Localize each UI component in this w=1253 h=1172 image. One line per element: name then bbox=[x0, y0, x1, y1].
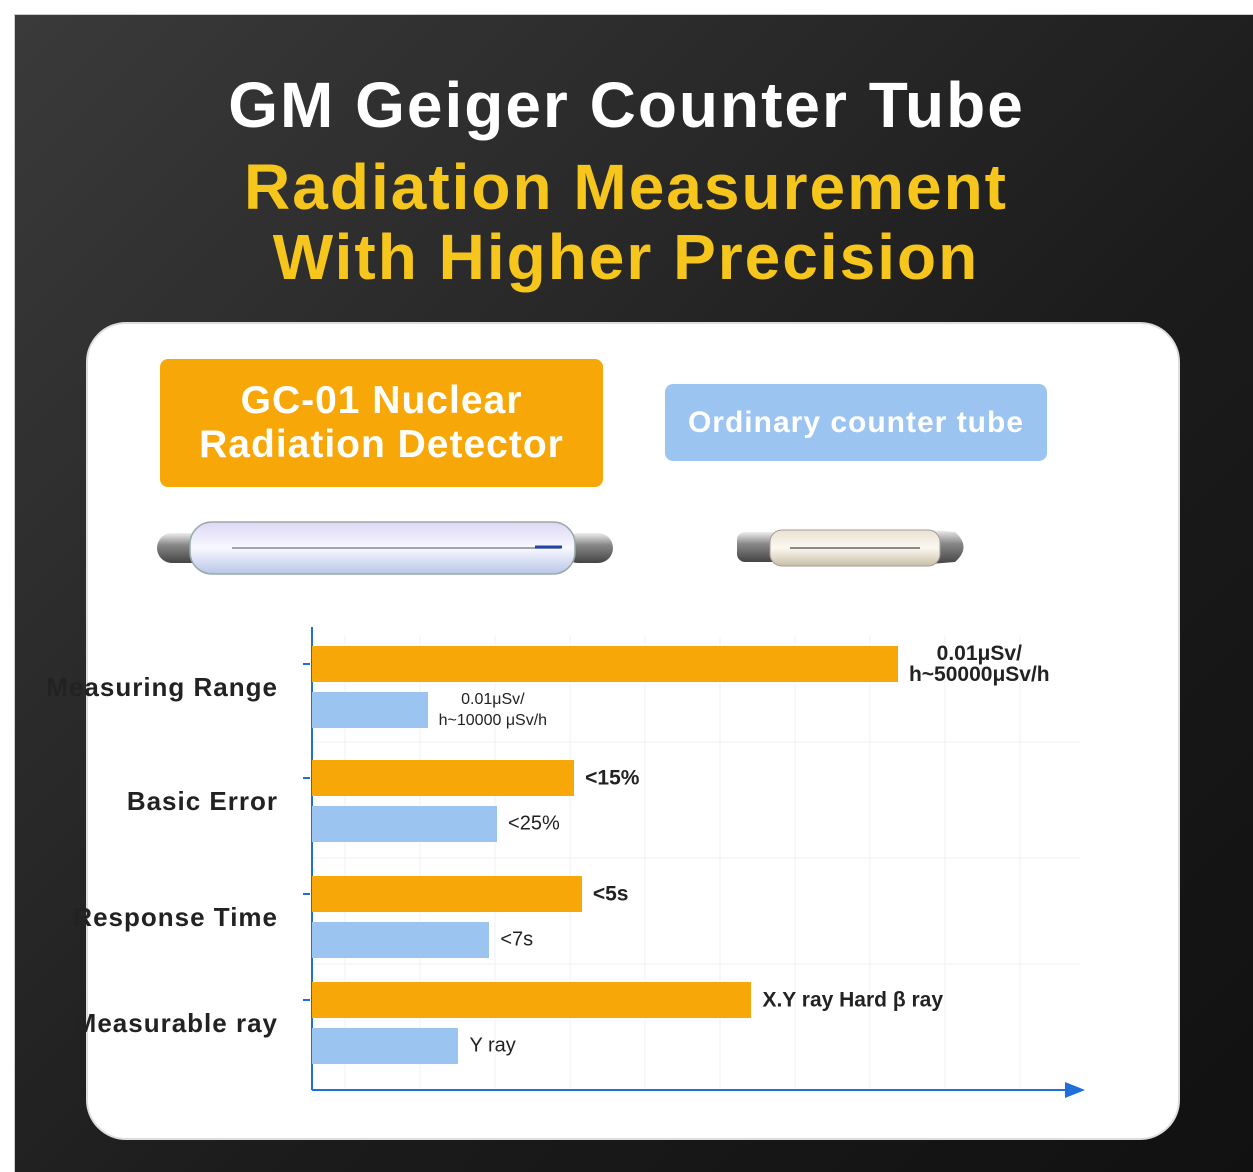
bar bbox=[312, 646, 898, 682]
bar bbox=[312, 1028, 458, 1064]
value-label: Y ray bbox=[469, 1036, 515, 1057]
value-label: <7s bbox=[500, 930, 533, 951]
bar bbox=[312, 760, 574, 796]
value-label: <5s bbox=[593, 884, 629, 905]
value-label: <25% bbox=[508, 814, 560, 835]
bar bbox=[312, 806, 497, 842]
value-label: 0.01μSv/ h~50000μSv/h bbox=[909, 643, 1050, 685]
page: GM Geiger Counter Tube Radiation Measure… bbox=[0, 0, 1253, 1171]
bar bbox=[312, 982, 751, 1018]
bar bbox=[312, 922, 489, 958]
category-label: Measuring Range bbox=[38, 673, 278, 701]
category-label: Basic Error bbox=[38, 787, 278, 815]
value-label: <15% bbox=[585, 768, 639, 789]
bar bbox=[312, 692, 428, 728]
value-label: X.Y ray Hard β ray bbox=[762, 990, 943, 1011]
category-label: Measurable ray bbox=[38, 1009, 278, 1037]
value-label: 0.01μSv/ h~10000 μSv/h bbox=[439, 689, 547, 731]
category-label: Response Time bbox=[38, 903, 278, 931]
plot: Measuring Range 0.01μSv/ h~50000μSv/h 0.01… bbox=[0, 0, 1253, 1171]
bar bbox=[312, 876, 582, 912]
